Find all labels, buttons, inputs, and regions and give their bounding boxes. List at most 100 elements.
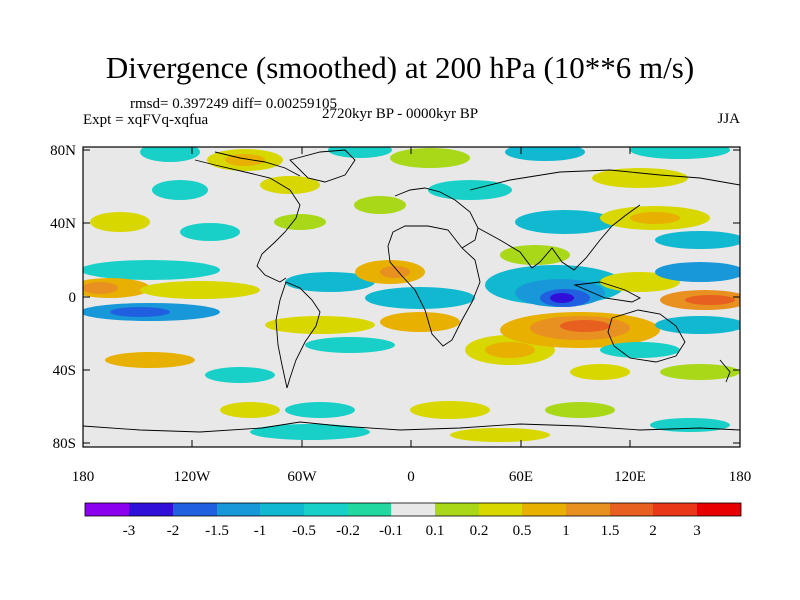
field-blob xyxy=(650,418,730,432)
lon-label-60e: 60E xyxy=(509,469,533,485)
field-blob xyxy=(305,337,395,353)
colorbar-label: -1.5 xyxy=(205,523,229,539)
field-blob xyxy=(685,295,735,305)
colorbar-swatch xyxy=(435,503,479,516)
coastline-arctic-canada xyxy=(214,151,301,177)
field-blob xyxy=(550,293,574,303)
colorbar-swatch xyxy=(653,503,697,516)
field-blob xyxy=(354,196,406,214)
field-blob xyxy=(655,262,740,282)
lat-ticks xyxy=(83,149,740,444)
field-blob xyxy=(180,223,240,241)
coastline-south-america-west xyxy=(275,281,288,389)
field-blob xyxy=(140,147,200,162)
field-blob xyxy=(83,260,220,280)
colorbar-label: 3 xyxy=(693,523,701,539)
colorbar-swatch xyxy=(348,503,391,516)
coastline-indonesia xyxy=(573,281,641,303)
colorbar-swatch xyxy=(173,503,217,516)
colorbar-label: -0.1 xyxy=(379,523,403,539)
field-blob xyxy=(410,401,490,419)
colorbar-label: 1 xyxy=(562,523,570,539)
lon-label-120w: 120W xyxy=(174,469,212,485)
field-blob xyxy=(600,342,680,358)
plot-title: Divergence (smoothed) at 200 hPa (10**6 … xyxy=(105,50,695,85)
field-blob xyxy=(655,231,740,249)
field-blob xyxy=(105,352,195,368)
coastlines xyxy=(83,149,740,433)
field-blob xyxy=(390,148,470,168)
field-blob xyxy=(655,316,740,334)
field-blob xyxy=(140,281,260,299)
field-blob xyxy=(380,266,410,278)
colorbar-label: 1.5 xyxy=(601,523,620,539)
colorbar-swatch xyxy=(391,503,435,516)
field-blob xyxy=(630,212,680,224)
field-blob xyxy=(365,287,475,309)
lon-ticks xyxy=(191,147,631,447)
field-blob xyxy=(90,212,150,232)
field-blob xyxy=(285,402,355,418)
field-blob xyxy=(500,245,570,265)
experiment-label: Expt = xqFVq-xqfua xyxy=(83,112,209,128)
colorbar-label: 0.1 xyxy=(426,523,445,539)
colorbar-swatch xyxy=(304,503,348,516)
field-blob xyxy=(380,312,460,332)
field-blob xyxy=(450,428,550,442)
period-label: 2720kyr BP - 0000kyr BP xyxy=(322,106,479,122)
lon-label-180e: 180 xyxy=(729,469,752,485)
field-blob xyxy=(265,316,375,334)
coastline-north-america xyxy=(194,159,301,283)
colorbar-label: -3 xyxy=(123,523,136,539)
field-blob xyxy=(592,168,688,188)
lat-label-80s: 80S xyxy=(53,436,76,452)
colorbar-swatch xyxy=(260,503,304,516)
coastline-south-america-east xyxy=(285,281,321,389)
divergence-field xyxy=(83,147,740,442)
field-blob xyxy=(250,424,370,440)
lat-label-40n: 40N xyxy=(50,216,76,232)
field-blob xyxy=(505,147,585,161)
colorbar-label: -0.2 xyxy=(336,523,360,539)
field-blob xyxy=(515,210,615,234)
colorbar-label: -2 xyxy=(167,523,180,539)
field-blob xyxy=(630,147,730,159)
field-blob xyxy=(570,364,630,380)
colorbar: -3 -2 -1.5 -1 -0.5 -0.2 -0.1 0.1 0.2 0.5… xyxy=(84,502,742,539)
coastline-africa xyxy=(387,225,481,347)
colorbar-swatch xyxy=(217,503,260,516)
coastline-antarctica xyxy=(83,421,740,433)
field-blob xyxy=(152,180,208,200)
colorbar-swatch xyxy=(85,503,129,516)
field-blob xyxy=(285,272,375,292)
field-blob xyxy=(220,402,280,418)
colorbar-swatch xyxy=(129,503,173,516)
colorbar-swatch xyxy=(610,503,653,516)
colorbar-swatch xyxy=(566,503,610,516)
colorbar-label: -0.5 xyxy=(292,523,316,539)
coastline-south-asia xyxy=(477,204,641,271)
lon-label-60w: 60W xyxy=(287,469,317,485)
coastline-new-zealand xyxy=(719,359,731,383)
lat-label-80n: 80N xyxy=(50,143,76,159)
lon-label-120e: 120E xyxy=(614,469,646,485)
field-blob xyxy=(205,367,275,383)
lon-label-0: 0 xyxy=(407,469,415,485)
field-blob xyxy=(485,342,535,358)
field-blob xyxy=(600,272,680,292)
coastline-europe xyxy=(394,187,479,249)
lon-label-180w: 180 xyxy=(72,469,95,485)
lat-label-0: 0 xyxy=(69,290,77,306)
colorbar-frame xyxy=(84,502,742,517)
field-blob xyxy=(545,402,615,418)
field-blob xyxy=(83,282,118,294)
coastline-greenland xyxy=(289,149,356,183)
coastline-north-asia xyxy=(469,169,740,191)
colorbar-label: 0.5 xyxy=(513,523,532,539)
field-blob xyxy=(660,364,740,380)
season-label: JJA xyxy=(717,111,740,127)
field-blob xyxy=(560,320,610,332)
field-blob xyxy=(328,147,392,158)
colorbar-label: 0.2 xyxy=(470,523,489,539)
colorbar-label: 2 xyxy=(649,523,657,539)
